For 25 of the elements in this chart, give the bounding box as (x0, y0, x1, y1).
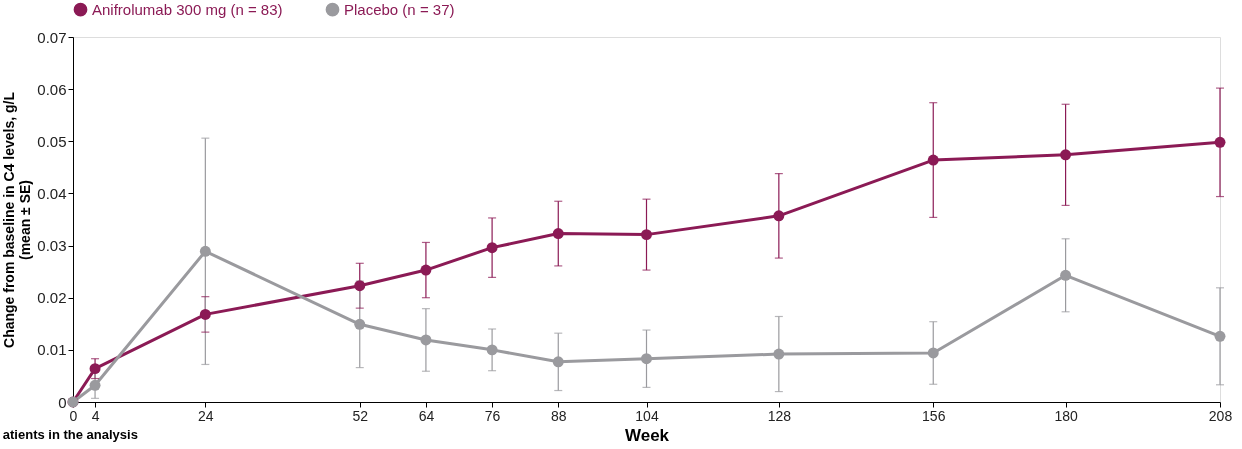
x-tick-label: 76 (484, 407, 501, 424)
x-tick-label: 4 (91, 407, 100, 424)
x-tick-label: 156 (922, 407, 946, 424)
y-tick-label: 0.06 (37, 80, 67, 98)
y-tick-label: 0.05 (37, 132, 67, 150)
y-axis-title: Change from baseline in C4 levels, g/L (mean ± SE) (1, 91, 34, 348)
x-axis-title: Week (624, 425, 670, 445)
x-tick-label: 128 (767, 407, 792, 424)
x-tick-label: 208 (1208, 407, 1233, 424)
x-tick-label: 64 (418, 407, 435, 424)
x-tick-label: 88 (550, 407, 567, 424)
text: atients in the analysis (2, 427, 138, 442)
x-tick-label: 104 (635, 407, 659, 424)
y-tick-label: 0.07 (37, 28, 67, 46)
y-tick-label: 0.04 (37, 184, 67, 202)
legend-label: Placebo (n = 37) (344, 0, 455, 18)
x-tick-label: 0 (69, 407, 78, 424)
legend-label: Anifrolumab 300 mg (n = 83) (92, 0, 283, 18)
x-tick-label: 24 (198, 407, 214, 424)
y-tick-label: 0 (58, 393, 67, 411)
y-tick-label: 0.02 (37, 289, 67, 307)
x-tick-label: 180 (1054, 407, 1078, 424)
y-tick-label: 0.01 (37, 341, 67, 359)
x-tick-label: 52 (352, 407, 369, 424)
y-tick-label: 0.03 (37, 237, 67, 255)
